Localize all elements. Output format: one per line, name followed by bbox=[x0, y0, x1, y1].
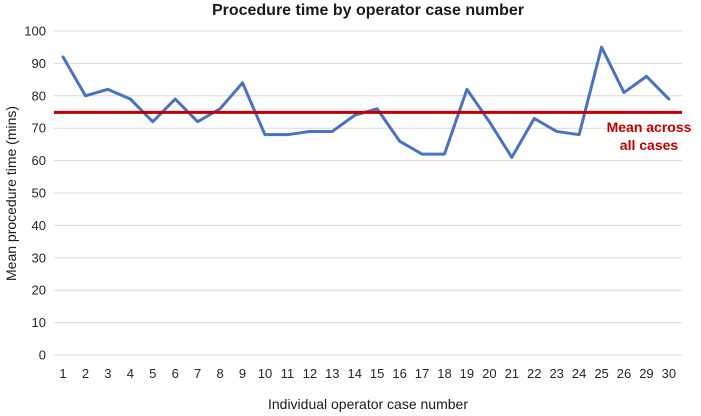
x-tick-label: 25 bbox=[594, 366, 608, 381]
y-tick-label: 20 bbox=[32, 283, 46, 298]
x-tick-label: 2 bbox=[82, 366, 89, 381]
y-tick-label: 30 bbox=[32, 250, 46, 265]
y-tick-label: 60 bbox=[32, 153, 46, 168]
y-tick-label: 50 bbox=[32, 186, 46, 201]
x-tick-label: 22 bbox=[527, 366, 541, 381]
y-tick-label: 40 bbox=[32, 218, 46, 233]
y-tick-label: 80 bbox=[32, 88, 46, 103]
x-tick-label: 29 bbox=[639, 366, 653, 381]
chart-title: Procedure time by operator case number bbox=[211, 2, 525, 19]
x-tick-label: 4 bbox=[127, 366, 134, 381]
x-tick-label: 17 bbox=[415, 366, 429, 381]
x-tick-label: 15 bbox=[370, 366, 384, 381]
x-tick-label: 30 bbox=[662, 366, 676, 381]
x-tick-label: 10 bbox=[258, 366, 272, 381]
x-tick-label: 14 bbox=[347, 366, 361, 381]
y-tick-label: 0 bbox=[39, 348, 46, 363]
x-tick-label: 26 bbox=[617, 366, 631, 381]
y-tick-label: 90 bbox=[32, 56, 46, 71]
x-tick-label: 23 bbox=[549, 366, 563, 381]
y-axis-title: Mean procedure time (mins) bbox=[3, 105, 19, 281]
x-tick-label: 12 bbox=[303, 366, 317, 381]
mean-line-label-line2: all cases bbox=[619, 136, 679, 153]
y-tick-label: 100 bbox=[24, 24, 46, 39]
x-tick-label: 7 bbox=[194, 366, 201, 381]
x-tick-label: 3 bbox=[104, 366, 111, 381]
x-axis-title: Individual operator case number bbox=[267, 396, 468, 412]
mean-line-label-line1: Mean across bbox=[606, 119, 692, 135]
x-tick-label: 20 bbox=[482, 366, 496, 381]
x-tick-label: 24 bbox=[572, 366, 586, 381]
y-tick-label: 10 bbox=[32, 315, 46, 330]
x-tick-label: 19 bbox=[460, 366, 474, 381]
x-tick-label: 6 bbox=[172, 366, 179, 381]
x-tick-label: 16 bbox=[392, 366, 406, 381]
x-tick-label: 21 bbox=[505, 366, 519, 381]
y-tick-label: 70 bbox=[32, 121, 46, 136]
x-tick-label: 11 bbox=[281, 366, 295, 381]
x-tick-label: 9 bbox=[239, 366, 246, 381]
mean-line-label: Mean across all cases bbox=[601, 119, 697, 154]
x-tick-label: 18 bbox=[437, 366, 451, 381]
x-tick-label: 5 bbox=[149, 366, 156, 381]
x-tick-label: 13 bbox=[325, 366, 339, 381]
x-tick-label: 1 bbox=[59, 366, 66, 381]
x-tick-label: 8 bbox=[216, 366, 223, 381]
